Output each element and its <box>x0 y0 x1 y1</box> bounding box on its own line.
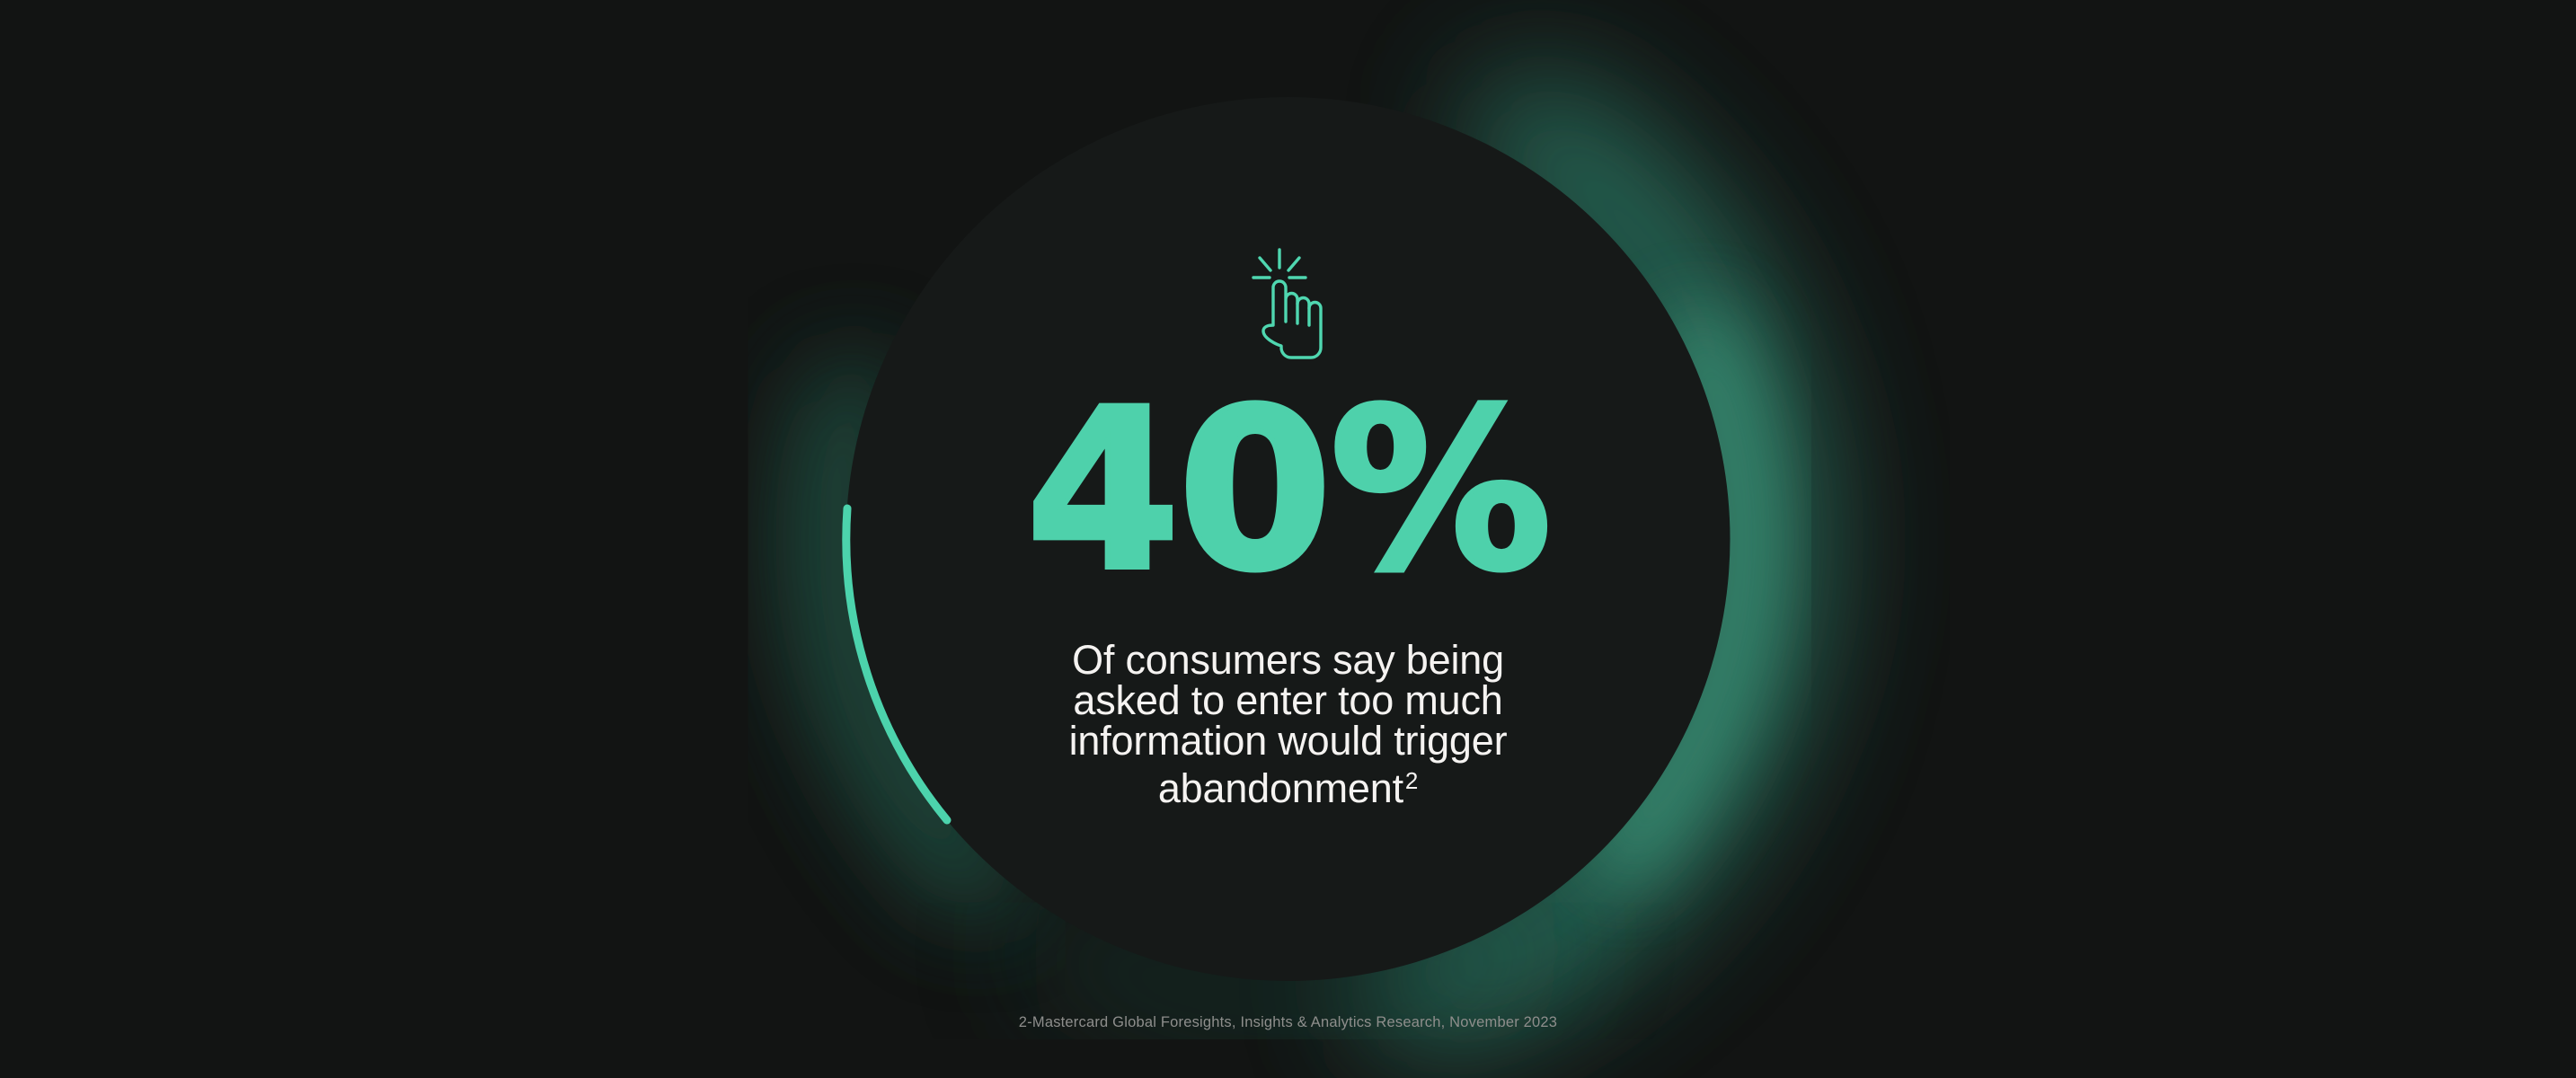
glow-bottom <box>1035 904 1555 1038</box>
description-line: information would trigger <box>1068 718 1508 764</box>
accent-arc <box>842 504 952 825</box>
stat-description: Of consumers say being asked to enter to… <box>0 640 2576 808</box>
footnote-marker: 2 <box>1404 767 1419 794</box>
description-line: asked to enter too much <box>1073 677 1503 723</box>
glow-left <box>789 361 1023 915</box>
description-line-text: abandonment <box>1157 765 1403 811</box>
burst-diagonal-right <box>1286 256 1301 272</box>
description-line: Of consumers say being <box>1072 637 1504 683</box>
tap-click-icon <box>1251 248 1323 359</box>
burst-diagonal-left <box>1257 256 1272 272</box>
stat-value: 40% <box>1023 363 1554 620</box>
dark-circle <box>845 97 1731 981</box>
hand-outline <box>1261 279 1323 359</box>
description-line: abandonment2 <box>0 761 2576 808</box>
glow-right-core <box>1587 309 1780 881</box>
footnote: 2-Mastercard Global Foresights, Insights… <box>1018 1014 1558 1030</box>
glow-ring <box>789 75 1823 1051</box>
